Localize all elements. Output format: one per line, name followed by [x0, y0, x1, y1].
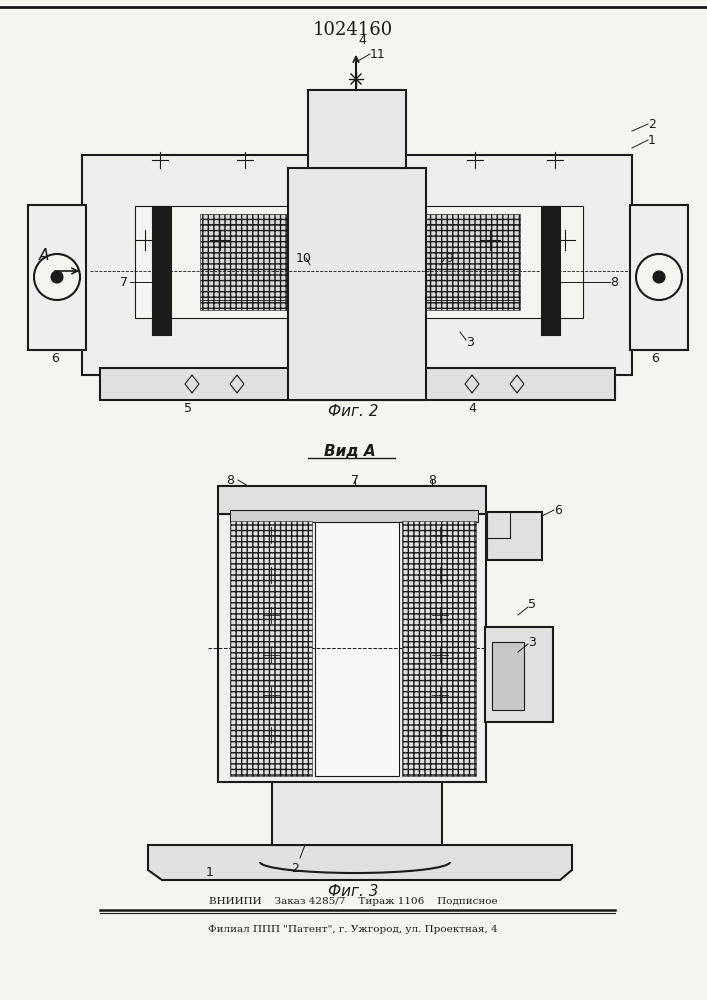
Text: 6: 6 — [51, 352, 59, 365]
Circle shape — [636, 254, 682, 300]
Text: 10: 10 — [296, 251, 312, 264]
Text: 5: 5 — [528, 598, 536, 611]
Text: 1: 1 — [206, 865, 214, 879]
Bar — [230, 521, 312, 776]
Circle shape — [51, 271, 63, 283]
Bar — [218, 514, 486, 782]
Text: 4: 4 — [468, 402, 476, 415]
Bar — [100, 368, 615, 400]
Text: 3: 3 — [466, 336, 474, 349]
Bar — [542, 207, 560, 335]
Circle shape — [653, 271, 665, 283]
Bar — [315, 521, 399, 776]
Bar — [487, 512, 542, 560]
Bar — [308, 90, 406, 168]
Bar — [230, 510, 478, 522]
Text: 2: 2 — [291, 862, 299, 875]
Bar — [485, 627, 553, 722]
Text: 8: 8 — [610, 275, 618, 288]
Text: 2: 2 — [648, 117, 656, 130]
Text: ВНИИПИ    Заказ 4285/7    Тираж 1106    Подписное: ВНИИПИ Заказ 4285/7 Тираж 1106 Подписное — [209, 897, 497, 906]
Text: 1024160: 1024160 — [313, 21, 393, 39]
Text: 7: 7 — [120, 275, 128, 288]
Polygon shape — [148, 845, 572, 880]
Bar — [82, 155, 632, 375]
Text: 5: 5 — [184, 402, 192, 415]
Bar — [153, 207, 171, 335]
Text: 9: 9 — [445, 251, 453, 264]
Bar — [218, 486, 486, 514]
Text: Вид А: Вид А — [325, 444, 376, 460]
Bar — [28, 205, 86, 350]
Bar — [288, 168, 426, 400]
Circle shape — [34, 254, 80, 300]
Bar — [630, 205, 688, 350]
Text: 4: 4 — [358, 33, 366, 46]
Text: 7: 7 — [351, 474, 359, 487]
Bar — [402, 521, 476, 776]
Bar — [272, 780, 442, 845]
Text: 8: 8 — [428, 474, 436, 487]
Text: 8: 8 — [226, 474, 234, 487]
Bar — [200, 214, 520, 310]
Bar — [492, 642, 524, 710]
Text: 11: 11 — [370, 47, 386, 60]
Text: 6: 6 — [651, 352, 659, 365]
Text: 6: 6 — [554, 504, 562, 516]
Text: А: А — [39, 248, 49, 263]
Text: Фиг. 2: Фиг. 2 — [328, 404, 378, 420]
Text: Фиг. 3: Фиг. 3 — [328, 884, 378, 900]
Text: Филиал ППП "Патент", г. Ужгород, ул. Проектная, 4: Филиал ППП "Патент", г. Ужгород, ул. Про… — [208, 926, 498, 934]
Bar — [135, 206, 583, 318]
Text: 3: 3 — [528, 636, 536, 648]
Text: 1: 1 — [648, 133, 656, 146]
